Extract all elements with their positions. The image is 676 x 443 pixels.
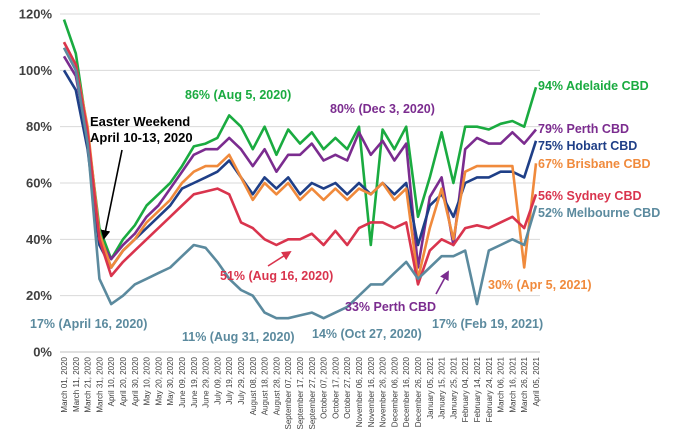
x-tick-label: March 06, 2021 bbox=[497, 356, 506, 412]
x-tick-label: July 29, 2020 bbox=[237, 356, 246, 404]
series-line-6 bbox=[62, 47, 538, 320]
annotation-arrows bbox=[100, 149, 449, 295]
series-end-labels: 94% Adelaide CBD 79% Perth CBD 75% Hobart … bbox=[538, 79, 660, 220]
y-tick-label: 40% bbox=[26, 232, 52, 247]
x-tick-label: November 06, 2020 bbox=[355, 356, 364, 427]
perth-arrow bbox=[435, 270, 449, 295]
x-tick-label: October 27, 2020 bbox=[343, 356, 352, 418]
y-tick-label: 20% bbox=[26, 288, 52, 303]
x-tick-label: January 25, 2021 bbox=[449, 356, 458, 418]
series-lines bbox=[62, 19, 538, 320]
x-tick-label: February 24, 2021 bbox=[485, 356, 494, 422]
series-end-label: 79% Perth CBD bbox=[538, 122, 629, 136]
x-tick-label: December 26, 2020 bbox=[414, 356, 423, 427]
x-tick-label: May 30, 2020 bbox=[166, 356, 175, 405]
y-tick-label: 120% bbox=[19, 7, 53, 22]
x-tick-label: April 10, 2020 bbox=[107, 356, 116, 406]
x-tick-label: April 30, 2020 bbox=[131, 356, 140, 406]
x-tick-label: March 16, 2021 bbox=[508, 356, 517, 412]
x-tick-label: April 20, 2020 bbox=[119, 356, 128, 406]
x-tick-label: June 09, 2020 bbox=[178, 356, 187, 407]
y-tick-label: 0% bbox=[33, 345, 52, 360]
x-tick-label: December 06, 2020 bbox=[390, 356, 399, 427]
annotation-label: 33% Perth CBD bbox=[345, 300, 436, 314]
y-tick-label: 80% bbox=[26, 119, 52, 134]
y-tick-label: 100% bbox=[19, 63, 53, 78]
series-end-label: 75% Hobart CBD bbox=[538, 139, 637, 153]
series-line-4 bbox=[62, 41, 538, 281]
x-tick-label: June 19, 2020 bbox=[190, 356, 199, 407]
annotation-label: 17% (April 16, 2020) bbox=[30, 317, 147, 331]
series-line-3 bbox=[62, 69, 538, 269]
annotation-label: April 10-13, 2020 bbox=[90, 130, 193, 145]
y-tick-label: 60% bbox=[26, 176, 52, 191]
series-line-2 bbox=[62, 55, 537, 269]
x-tick-label: January 05, 2021 bbox=[426, 356, 435, 418]
x-tick-label: January 15, 2021 bbox=[438, 356, 447, 418]
annotation-label: 30% (Apr 5, 2021) bbox=[488, 278, 592, 292]
annotation-label: 11% (Aug 31, 2020) bbox=[182, 330, 295, 344]
annotation-label: 80% (Dec 3, 2020) bbox=[330, 102, 435, 116]
annotation-label: 17% (Feb 19, 2021) bbox=[432, 317, 543, 331]
x-tick-label: March 21, 2020 bbox=[84, 356, 93, 412]
sydney-arrow bbox=[267, 250, 292, 267]
x-tick-label: June 29, 2020 bbox=[202, 356, 211, 407]
series-line-5 bbox=[62, 41, 538, 286]
x-tick-label: February 04, 2021 bbox=[461, 356, 470, 422]
series-end-label: 94% Adelaide CBD bbox=[538, 79, 649, 93]
x-tick-label: October 07, 2020 bbox=[320, 356, 329, 418]
x-tick-label: April 05, 2021 bbox=[532, 356, 541, 406]
x-tick-label: September 17, 2020 bbox=[296, 356, 305, 429]
series-line-1 bbox=[62, 19, 538, 261]
y-axis: 0% 20% 40% 60% 80% 100% 120% bbox=[19, 7, 53, 360]
x-tick-label: May 20, 2020 bbox=[154, 356, 163, 405]
x-tick-label: March 01, 2020 bbox=[60, 356, 69, 412]
x-tick-label: November 26, 2020 bbox=[379, 356, 388, 427]
x-tick-label: December 16, 2020 bbox=[402, 356, 411, 427]
annotation-label: Easter Weekend bbox=[90, 114, 190, 129]
x-tick-label: August 18, 2020 bbox=[261, 356, 270, 415]
annotation-label: 86% (Aug 5, 2020) bbox=[185, 88, 291, 102]
x-tick-label: October 17, 2020 bbox=[331, 356, 340, 418]
series-end-label: 52% Melbourne CBD bbox=[538, 206, 660, 220]
x-axis: March 01, 2020 March 11, 2020 March 21, 20… bbox=[60, 351, 541, 430]
x-tick-label: September 07, 2020 bbox=[284, 356, 293, 429]
x-tick-label: August 28, 2020 bbox=[272, 356, 281, 415]
x-tick-label: March 11, 2020 bbox=[72, 356, 81, 412]
x-tick-label: August 08, 2020 bbox=[249, 356, 258, 415]
x-tick-label: July 09, 2020 bbox=[213, 356, 222, 404]
easter-arrow bbox=[100, 149, 123, 240]
series-end-label: 67% Brisbane CBD bbox=[538, 157, 651, 171]
annotation-label: 51% (Aug 16, 2020) bbox=[220, 269, 333, 283]
series-end-label: 56% Sydney CBD bbox=[538, 189, 642, 203]
x-tick-label: May 10, 2020 bbox=[143, 356, 152, 405]
x-tick-label: February 14, 2021 bbox=[473, 356, 482, 422]
x-tick-label: July 19, 2020 bbox=[225, 356, 234, 404]
x-tick-label: March 31, 2020 bbox=[95, 356, 104, 412]
x-tick-label: September 27, 2020 bbox=[308, 356, 317, 429]
x-tick-label: March 26, 2021 bbox=[520, 356, 529, 412]
annotation-label: 14% (Oct 27, 2020) bbox=[312, 327, 422, 341]
x-tick-label: November 16, 2020 bbox=[367, 356, 376, 427]
